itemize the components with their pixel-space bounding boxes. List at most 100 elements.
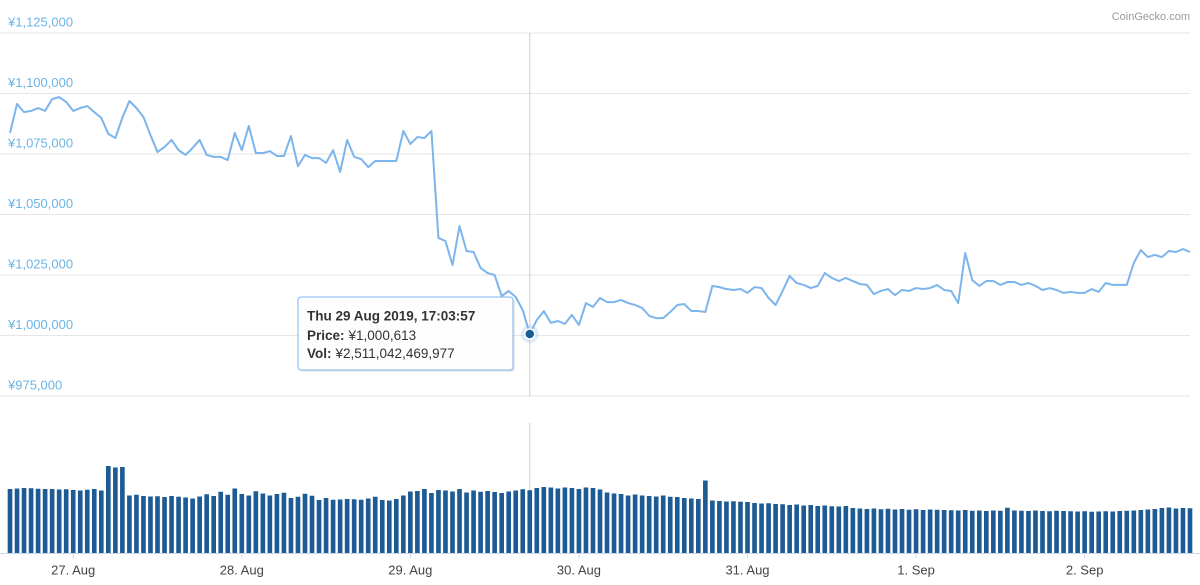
x-tick-label: 29. Aug bbox=[388, 562, 432, 577]
volume-bar bbox=[134, 494, 139, 553]
tooltip-title: Thu 29 Aug 2019, 17:03:57 bbox=[307, 309, 475, 324]
volume-bar bbox=[197, 496, 202, 553]
volume-bar bbox=[794, 504, 799, 553]
volume-bar bbox=[204, 494, 209, 553]
volume-bar bbox=[492, 492, 497, 553]
volume-bar bbox=[98, 490, 104, 553]
volume-bar bbox=[218, 491, 224, 553]
volume-bar bbox=[878, 509, 884, 553]
volume-bar bbox=[696, 499, 701, 553]
volume-bar bbox=[983, 511, 989, 553]
volume-bar bbox=[436, 490, 441, 553]
volume-bar bbox=[351, 499, 357, 553]
volume-bar bbox=[14, 488, 20, 553]
volume-bar bbox=[934, 509, 940, 553]
volume-bar bbox=[7, 489, 13, 553]
tooltip: Thu 29 Aug 2019, 17:03:57 Price: ¥1,000,61… bbox=[297, 296, 515, 372]
volume-bar bbox=[906, 509, 912, 553]
volume-bar bbox=[401, 495, 406, 553]
tooltip-row-label: Price: bbox=[307, 328, 345, 343]
volume-bar bbox=[527, 490, 533, 553]
volume-bar bbox=[836, 506, 842, 553]
volume-bar bbox=[91, 489, 97, 553]
volume-bar bbox=[738, 501, 743, 553]
volume-bar bbox=[576, 489, 582, 553]
volume-bar bbox=[393, 499, 399, 553]
volume-bar bbox=[106, 466, 111, 553]
volume-bar bbox=[422, 489, 427, 553]
volume-bar bbox=[752, 503, 757, 553]
volume-bar bbox=[1166, 507, 1172, 553]
volume-bar bbox=[120, 467, 125, 553]
volume-bar bbox=[857, 508, 863, 553]
volume-bar bbox=[843, 506, 849, 553]
volume-bar bbox=[632, 494, 638, 553]
y-tick-label: ¥1,075,000 bbox=[7, 135, 73, 150]
volume-bar bbox=[1096, 511, 1102, 553]
volume-bar bbox=[962, 510, 968, 553]
volume-bar bbox=[176, 496, 181, 553]
volume-bar bbox=[253, 491, 259, 553]
volume-bar bbox=[337, 499, 343, 553]
volume-bar bbox=[1012, 510, 1017, 553]
x-tick-label: 30. Aug bbox=[557, 562, 601, 577]
volume-bar bbox=[998, 510, 1003, 553]
volume-bar bbox=[162, 497, 167, 553]
volume-bar bbox=[1173, 508, 1179, 553]
volume-bar bbox=[976, 510, 982, 553]
volume-bar bbox=[885, 508, 891, 553]
volume-bar bbox=[667, 496, 673, 553]
credit[interactable]: CoinGecko.com bbox=[1112, 11, 1190, 23]
volume-bar bbox=[190, 498, 195, 553]
volume-bar bbox=[478, 491, 483, 553]
volume-bar bbox=[555, 488, 561, 553]
volume-bar bbox=[815, 506, 821, 553]
volume-bar bbox=[1131, 510, 1137, 553]
volume-bar bbox=[780, 504, 785, 553]
volume-bar bbox=[1159, 508, 1165, 553]
volume-bar bbox=[611, 493, 617, 553]
volume-bar bbox=[625, 495, 631, 553]
volume-bar bbox=[674, 497, 680, 553]
volume-bar bbox=[801, 505, 807, 553]
volume-bar bbox=[773, 504, 778, 553]
volume-bar bbox=[808, 505, 814, 553]
volume-bar bbox=[1138, 510, 1144, 553]
volume-bar bbox=[386, 500, 392, 553]
tooltip-box bbox=[297, 296, 514, 371]
volume-bar bbox=[688, 498, 694, 553]
volume-bar bbox=[1180, 508, 1186, 553]
volume-bar bbox=[372, 496, 378, 553]
volume-bar bbox=[513, 490, 519, 553]
volume-bar bbox=[913, 509, 919, 553]
volume-bar bbox=[1054, 510, 1059, 553]
volume-bar bbox=[590, 488, 596, 553]
price-line bbox=[9, 96, 1191, 336]
volume-bar bbox=[113, 467, 118, 553]
tooltip-row-value: ¥1,000,613 bbox=[348, 328, 417, 343]
volume-bar bbox=[724, 501, 729, 553]
volume-bar bbox=[274, 494, 280, 553]
volume-bar bbox=[941, 510, 947, 553]
volume-bar bbox=[155, 496, 160, 553]
volume-bar bbox=[969, 510, 975, 553]
volume-bar bbox=[822, 505, 828, 553]
volume-bar bbox=[1061, 511, 1066, 553]
volume-bar bbox=[717, 501, 722, 553]
volume-bar bbox=[829, 506, 835, 553]
volume-bar bbox=[365, 498, 371, 553]
volume-bar bbox=[899, 509, 905, 553]
volume-bar bbox=[892, 509, 898, 553]
volume-bar bbox=[927, 509, 933, 553]
volume-bar bbox=[1033, 510, 1038, 553]
volume-bar bbox=[379, 500, 385, 553]
volume-bar bbox=[211, 496, 217, 553]
volume-bar bbox=[225, 494, 231, 553]
volume-bar bbox=[21, 488, 27, 553]
volume-bar bbox=[316, 500, 322, 553]
volume-bar bbox=[731, 501, 736, 553]
volume-bar bbox=[1145, 509, 1151, 553]
volume-bar bbox=[1047, 511, 1052, 553]
volume-bar bbox=[56, 489, 62, 553]
